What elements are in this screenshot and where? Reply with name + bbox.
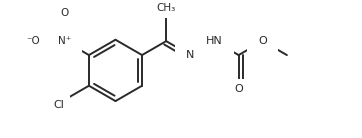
Text: CH₃: CH₃ (156, 3, 176, 13)
Text: Cl: Cl (53, 100, 64, 110)
Text: ⁻O: ⁻O (27, 36, 41, 46)
Text: O: O (234, 84, 243, 94)
Text: N: N (186, 50, 194, 60)
Text: N⁺: N⁺ (58, 36, 71, 46)
Text: O: O (258, 36, 267, 46)
Text: HN: HN (206, 36, 223, 46)
Text: O: O (61, 8, 69, 18)
